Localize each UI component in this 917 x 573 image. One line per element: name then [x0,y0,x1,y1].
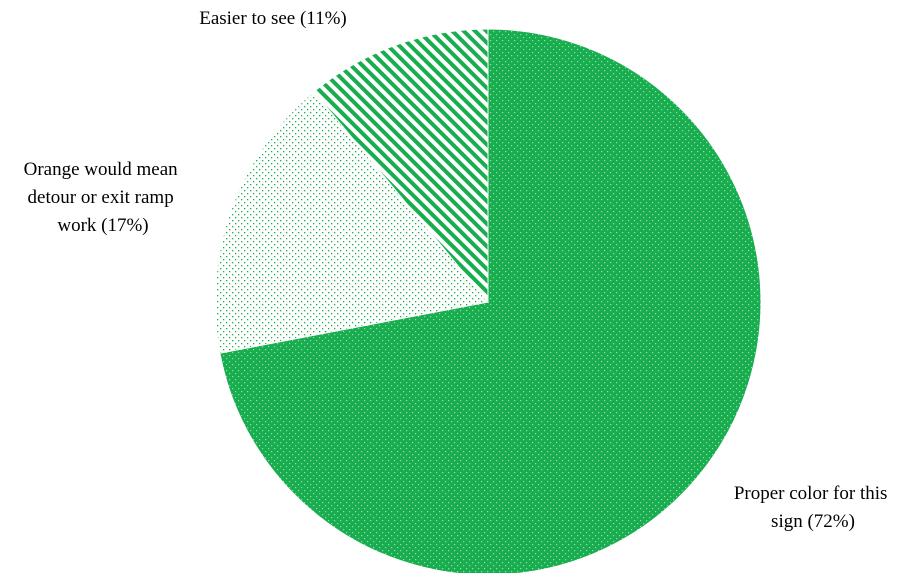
label-easier-to-see: Easier to see (11%) [199,8,347,29]
slice-easier-to-see [313,28,489,304]
label-orange-detour: Orange would mean detour or exit ramp wo… [24,159,183,236]
pie-labels: Proper color for this sign (72%) Orange … [24,8,892,532]
slice-proper-color [219,28,762,573]
pie-slices [214,28,762,573]
label-proper-color: Proper color for this sign (72%) [734,483,892,532]
slice-orange-detour [214,90,489,354]
